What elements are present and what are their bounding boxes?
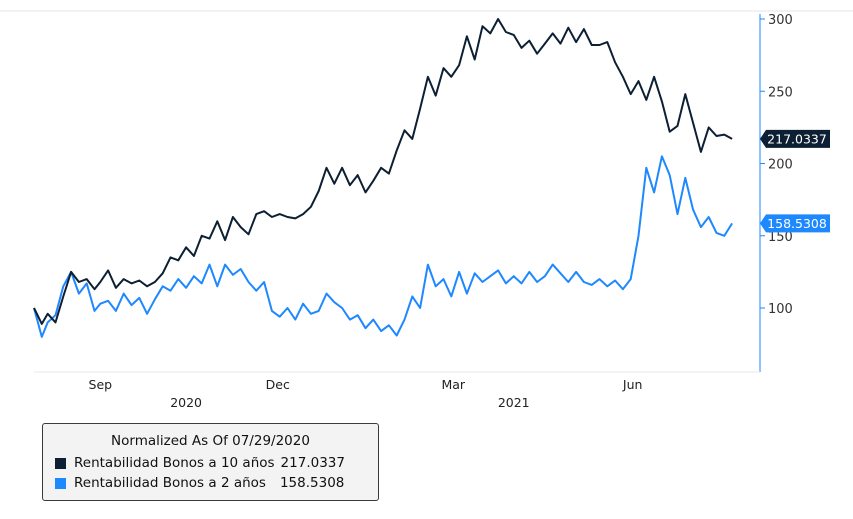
legend-label-10y: Rentabilidad Bonos a 10 años: [74, 455, 275, 471]
legend-label-2y: Rentabilidad Bonos a 2 años: [74, 475, 266, 491]
x-tick-label: Dec: [266, 377, 290, 392]
x-tick-label: Sep: [89, 377, 113, 392]
value-tag-10y: 217.0337: [760, 129, 830, 148]
x-year-label: 2020: [170, 395, 202, 410]
y-tick-label: 300: [768, 13, 793, 28]
x-ticks: Sep Dec Mar Jun 2020 2021: [89, 377, 643, 410]
value-tags: 217.0337 158.5308: [760, 129, 830, 233]
value-tag-bg: [760, 129, 830, 148]
y-tick-label: 100: [768, 302, 793, 317]
x-year-label: 2021: [498, 395, 530, 410]
legend: Normalized As Of 07/29/2020 Rentabilidad…: [42, 423, 379, 501]
x-tick-label: Mar: [441, 377, 465, 392]
legend-item-2y: Rentabilidad Bonos a 2 años 158.5308: [55, 475, 344, 491]
y-tick-label: 250: [768, 85, 793, 100]
y-ticks: 100 150 200 250 300: [760, 13, 793, 317]
series-line-10y: [33, 18, 733, 325]
plot-area: [33, 18, 733, 338]
legend-value-10y: 217.0337: [280, 455, 345, 471]
value-tag-2y: 158.5308: [760, 214, 830, 233]
legend-swatch-2y: [55, 477, 66, 489]
legend-item-10y: Rentabilidad Bonos a 10 años 217.0337: [55, 455, 345, 471]
y-tick-label: 150: [768, 230, 793, 245]
value-tag-bg: [760, 214, 830, 233]
series-line-2y: [33, 155, 733, 338]
value-tag-label: 158.5308: [767, 216, 827, 231]
legend-title: Normalized As Of 07/29/2020: [111, 433, 310, 449]
value-tag-label: 217.0337: [767, 131, 827, 146]
legend-swatch-10y: [55, 457, 66, 469]
y-tick-label: 200: [768, 158, 793, 173]
x-tick-label: Jun: [622, 377, 643, 392]
legend-value-2y: 158.5308: [279, 475, 345, 491]
